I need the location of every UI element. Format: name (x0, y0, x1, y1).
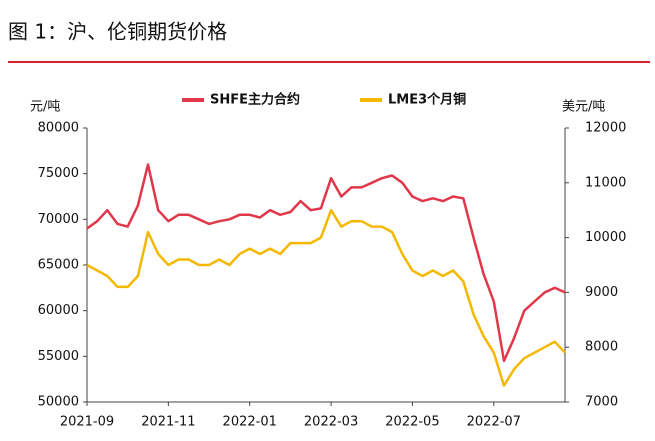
y-axis-label: 元/吨 (30, 100, 60, 115)
y-tick-label: 60000 (38, 303, 79, 318)
x-tick-label: 2022-05 (385, 415, 439, 430)
x-tick-label: 2021-09 (60, 415, 114, 430)
series-line (86, 163, 566, 363)
page-title: 图 1：沪、伦铜期货价格 (8, 20, 227, 44)
series-line (86, 208, 566, 387)
y2-axis-label: 美元/吨 (562, 100, 605, 115)
y-tick-label: 50000 (38, 395, 79, 410)
y-tick-label: 55000 (38, 349, 79, 364)
legend-label: LME3个月铜 (388, 92, 466, 108)
x-tick-label: 2022-07 (467, 415, 521, 430)
y2-tick-label: 12000 (585, 121, 626, 136)
y2-tick-label: 10000 (585, 230, 626, 245)
x-tick-label: 2022-03 (304, 415, 358, 430)
x-tick-label: 2022-01 (223, 415, 277, 430)
y2-tick-label: 8000 (585, 340, 618, 355)
y2-tick-label: 7000 (585, 395, 618, 410)
x-tick-label: 2021-11 (141, 415, 195, 430)
y-tick-label: 70000 (38, 212, 79, 227)
y-tick-label: 75000 (38, 166, 79, 181)
y2-tick-label: 11000 (585, 175, 626, 190)
y2-tick-label: 9000 (585, 285, 618, 300)
legend-label: SHFE主力合约 (210, 92, 300, 108)
y-tick-label: 65000 (38, 258, 79, 273)
y-tick-label: 80000 (38, 121, 79, 136)
